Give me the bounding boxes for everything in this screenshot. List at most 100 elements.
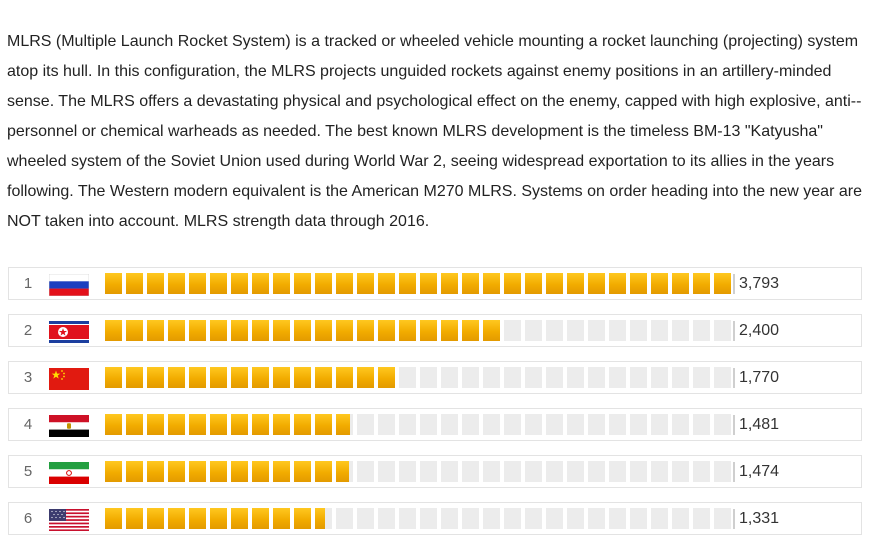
bar-track — [105, 367, 733, 388]
bar-segment-empty — [609, 320, 626, 341]
bar-segment-filled — [588, 273, 605, 294]
bar-segment-filled — [672, 273, 689, 294]
rank-number: 3 — [23, 369, 33, 386]
bar-segment-empty — [441, 508, 458, 529]
bar-segment-filled — [399, 273, 416, 294]
egypt-flag-icon — [49, 415, 89, 437]
bar-segment-filled — [294, 367, 311, 388]
bar-segment-empty — [714, 508, 731, 529]
bar-segment-filled — [168, 367, 185, 388]
bar-segment-filled — [105, 414, 122, 435]
value-label: 2,400 — [739, 322, 780, 339]
bar-segment-empty — [567, 320, 584, 341]
bar-segment-empty — [714, 320, 731, 341]
bar-segment-filled — [210, 508, 227, 529]
bar-segment-empty — [420, 461, 437, 482]
rank-number: 2 — [23, 322, 33, 339]
bar-segment-filled — [105, 273, 122, 294]
bar-segment-empty — [399, 367, 416, 388]
bar-segment-empty — [399, 414, 416, 435]
bar-segment-empty — [525, 414, 542, 435]
bar-segment-empty — [525, 320, 542, 341]
bar-segment-filled — [147, 367, 164, 388]
bar-segment-filled — [462, 320, 479, 341]
bar-segment-empty — [504, 320, 521, 341]
bar-segment-filled — [357, 273, 374, 294]
bar-segment-filled — [399, 320, 416, 341]
bar-track — [105, 508, 733, 529]
bar-segment-filled — [315, 320, 332, 341]
bar-segment-empty — [483, 508, 500, 529]
bar-segment-filled — [105, 461, 122, 482]
bar-segment-filled — [336, 461, 350, 482]
bar-segment-filled — [294, 508, 311, 529]
bar-segment-filled — [189, 273, 206, 294]
bar-segment-empty — [588, 508, 605, 529]
bar-segment-empty — [525, 508, 542, 529]
bar-segment-empty — [525, 461, 542, 482]
bar-segment-empty — [567, 461, 584, 482]
bar-segment-filled — [315, 367, 332, 388]
bar-segment-filled — [210, 320, 227, 341]
bar-segment-filled — [462, 273, 479, 294]
bar-segment-empty — [546, 414, 563, 435]
bar-segment-empty — [420, 367, 437, 388]
bar-segment-filled — [210, 273, 227, 294]
bar-segment-filled — [126, 414, 143, 435]
bar-segment-filled — [504, 273, 521, 294]
bar-segment-filled — [567, 273, 584, 294]
bar-segment-filled — [147, 461, 164, 482]
bar-segment-filled — [273, 367, 290, 388]
bar-segment-empty — [546, 367, 563, 388]
bar-segment-filled — [147, 508, 164, 529]
bar-segment-empty — [504, 461, 521, 482]
bar-segment-filled — [105, 508, 122, 529]
bar-segment-empty — [546, 508, 563, 529]
bar-segment-filled — [294, 414, 311, 435]
bar-segment-empty — [651, 367, 668, 388]
bar-segment-filled — [483, 320, 500, 341]
bar-segment-filled — [168, 414, 185, 435]
bar-segment-filled — [420, 320, 437, 341]
bar-segment-filled — [441, 273, 458, 294]
rank-number: 4 — [23, 416, 33, 433]
bar-track — [105, 273, 733, 294]
bar-segment-filled — [336, 273, 353, 294]
bar-segment-empty — [378, 461, 395, 482]
bar-segment-empty — [693, 461, 710, 482]
bar-segment-empty — [462, 461, 479, 482]
bar-segment-empty — [693, 320, 710, 341]
bar-segment-filled — [168, 273, 185, 294]
bar-segment-empty — [609, 508, 626, 529]
ranking-row: 2 2,400 — [8, 314, 862, 347]
bar-end-marker — [733, 274, 735, 294]
bar-segment-filled — [168, 461, 185, 482]
bar-segment-filled — [273, 320, 290, 341]
bar-segment-empty — [672, 367, 689, 388]
bar-track — [105, 461, 733, 482]
bar-segment-empty — [399, 508, 416, 529]
intro-paragraph: MLRS (Multiple Launch Rocket System) is … — [7, 33, 862, 230]
bar-segment-empty — [441, 461, 458, 482]
bar-segment-filled — [336, 414, 351, 435]
bar-segment-filled — [357, 320, 374, 341]
bar-end-marker — [733, 509, 735, 529]
china-flag-icon — [49, 368, 89, 390]
bar-end-marker — [733, 415, 735, 435]
bar-segment-empty — [630, 461, 647, 482]
bar-segment-empty — [693, 367, 710, 388]
bar-segment-filled — [126, 508, 143, 529]
iran-flag-icon — [49, 462, 89, 484]
bar-segment-filled — [231, 320, 248, 341]
bar-segment-empty — [483, 461, 500, 482]
bar-track — [105, 414, 733, 435]
bar-segment-filled — [252, 320, 269, 341]
bar-segment-empty — [504, 367, 521, 388]
bar-segment-empty — [378, 508, 395, 529]
bar-segment-filled — [252, 461, 269, 482]
bar-segment-empty — [651, 320, 668, 341]
bar-segment-empty — [546, 320, 563, 341]
bar-segment-filled — [525, 273, 542, 294]
bar-segment-filled — [378, 273, 395, 294]
bar-segment-filled — [231, 461, 248, 482]
